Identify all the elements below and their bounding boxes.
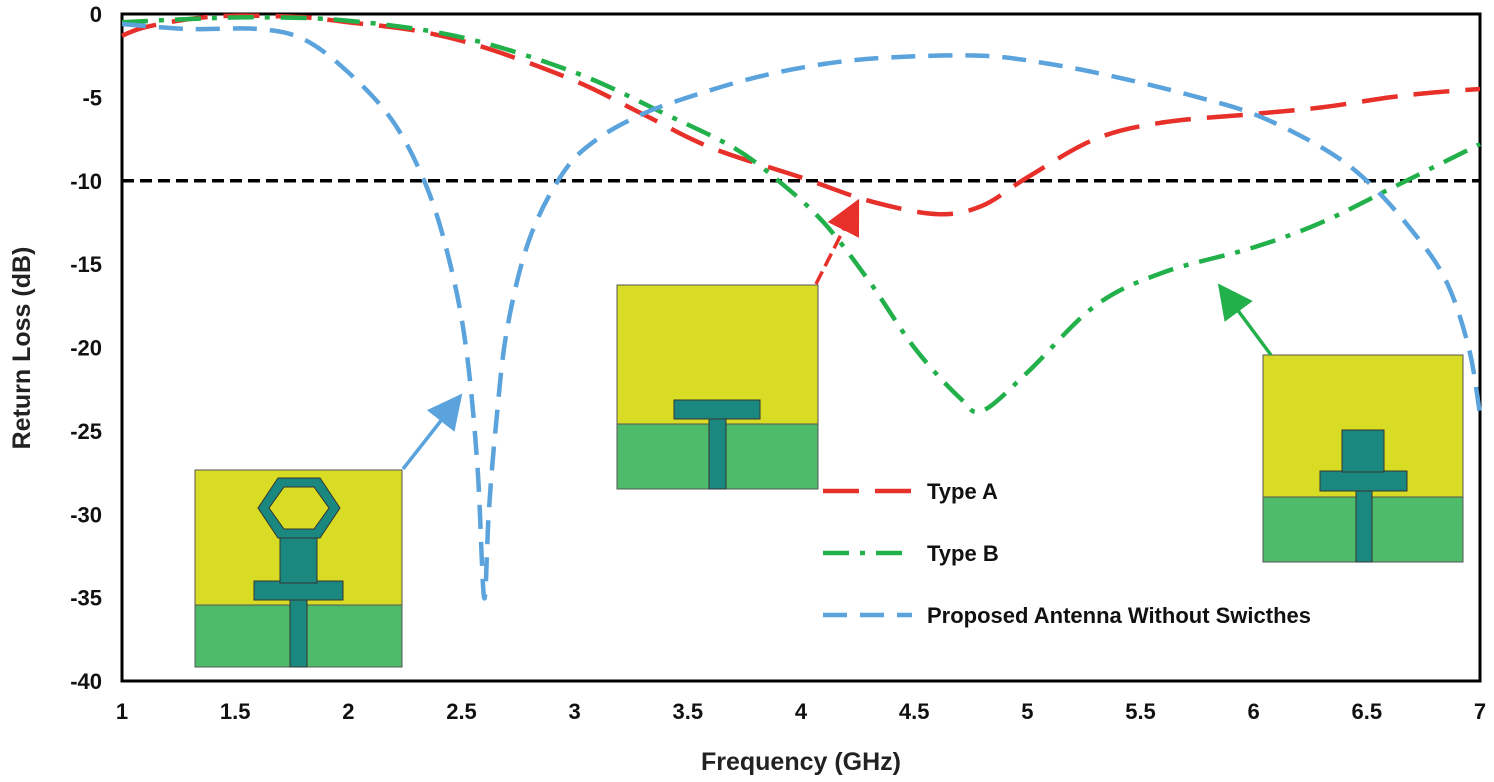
legend-label-proposed: Proposed Antenna Without Swicthes [927, 603, 1311, 628]
y-tick-label: -5 [82, 85, 102, 110]
inset-feed [1355, 489, 1373, 563]
x-tick-label: 2.5 [446, 699, 477, 724]
inset-feed [289, 589, 308, 668]
series-type-b-line [121, 15, 1482, 415]
hexagon-slot-icon [268, 486, 330, 530]
series-layer [121, 13, 1483, 601]
y-tick-label: -15 [70, 252, 102, 277]
y-tick-label: -40 [70, 669, 102, 694]
x-tick-label: 7 [1474, 699, 1486, 724]
x-axis-title: Frequency (GHz) [701, 748, 901, 776]
x-tick-label: 2 [342, 699, 354, 724]
y-axis-title: Return Loss (dB) [8, 247, 36, 450]
y-tick-label: -25 [70, 419, 102, 444]
type-b-pointer-arrow [1217, 283, 1273, 357]
proposed-pointer-arrow [401, 393, 463, 471]
y-tick-label: -10 [70, 169, 102, 194]
y-tick-label: -35 [70, 586, 102, 611]
inset-proposed-antenna [194, 469, 403, 668]
y-axis-tick-labels: 0 -5 -10 -15 -20 -25 -30 -35 -40 [70, 2, 102, 694]
inset-stub [279, 536, 318, 584]
x-tick-label: 3.5 [673, 699, 704, 724]
inset-crossbar [253, 580, 344, 601]
legend: Type A Type B Proposed Antenna Without S… [823, 479, 1311, 628]
x-tick-label: 3 [569, 699, 581, 724]
inset-crossbar [673, 399, 761, 420]
inset-type-b [1262, 354, 1464, 563]
x-tick-label: 5.5 [1125, 699, 1156, 724]
x-tick-label: 5 [1021, 699, 1033, 724]
series-proposed-antenna-line [121, 21, 1483, 601]
x-axis-tick-labels: 1 1.5 2 2.5 3 3.5 4 4.5 5 5.5 6 6.5 7 [116, 699, 1486, 724]
x-tick-label: 4.5 [899, 699, 930, 724]
y-tick-label: -20 [70, 336, 102, 361]
type-a-pointer-arrow [814, 198, 860, 285]
x-tick-label: 6.5 [1352, 699, 1383, 724]
inset-stub [1341, 429, 1385, 473]
x-tick-label: 1.5 [220, 699, 251, 724]
x-tick-label: 6 [1248, 699, 1260, 724]
y-tick-label: -30 [70, 502, 102, 527]
inset-crossbar [1319, 470, 1408, 492]
x-tick-label: 1 [116, 699, 128, 724]
y-tick-label: 0 [90, 2, 102, 27]
inset-type-a [616, 284, 819, 490]
inset-feed [708, 417, 727, 490]
x-tick-label: 4 [795, 699, 808, 724]
legend-label-type-a: Type A [927, 479, 998, 504]
legend-label-type-b: Type B [927, 541, 999, 566]
